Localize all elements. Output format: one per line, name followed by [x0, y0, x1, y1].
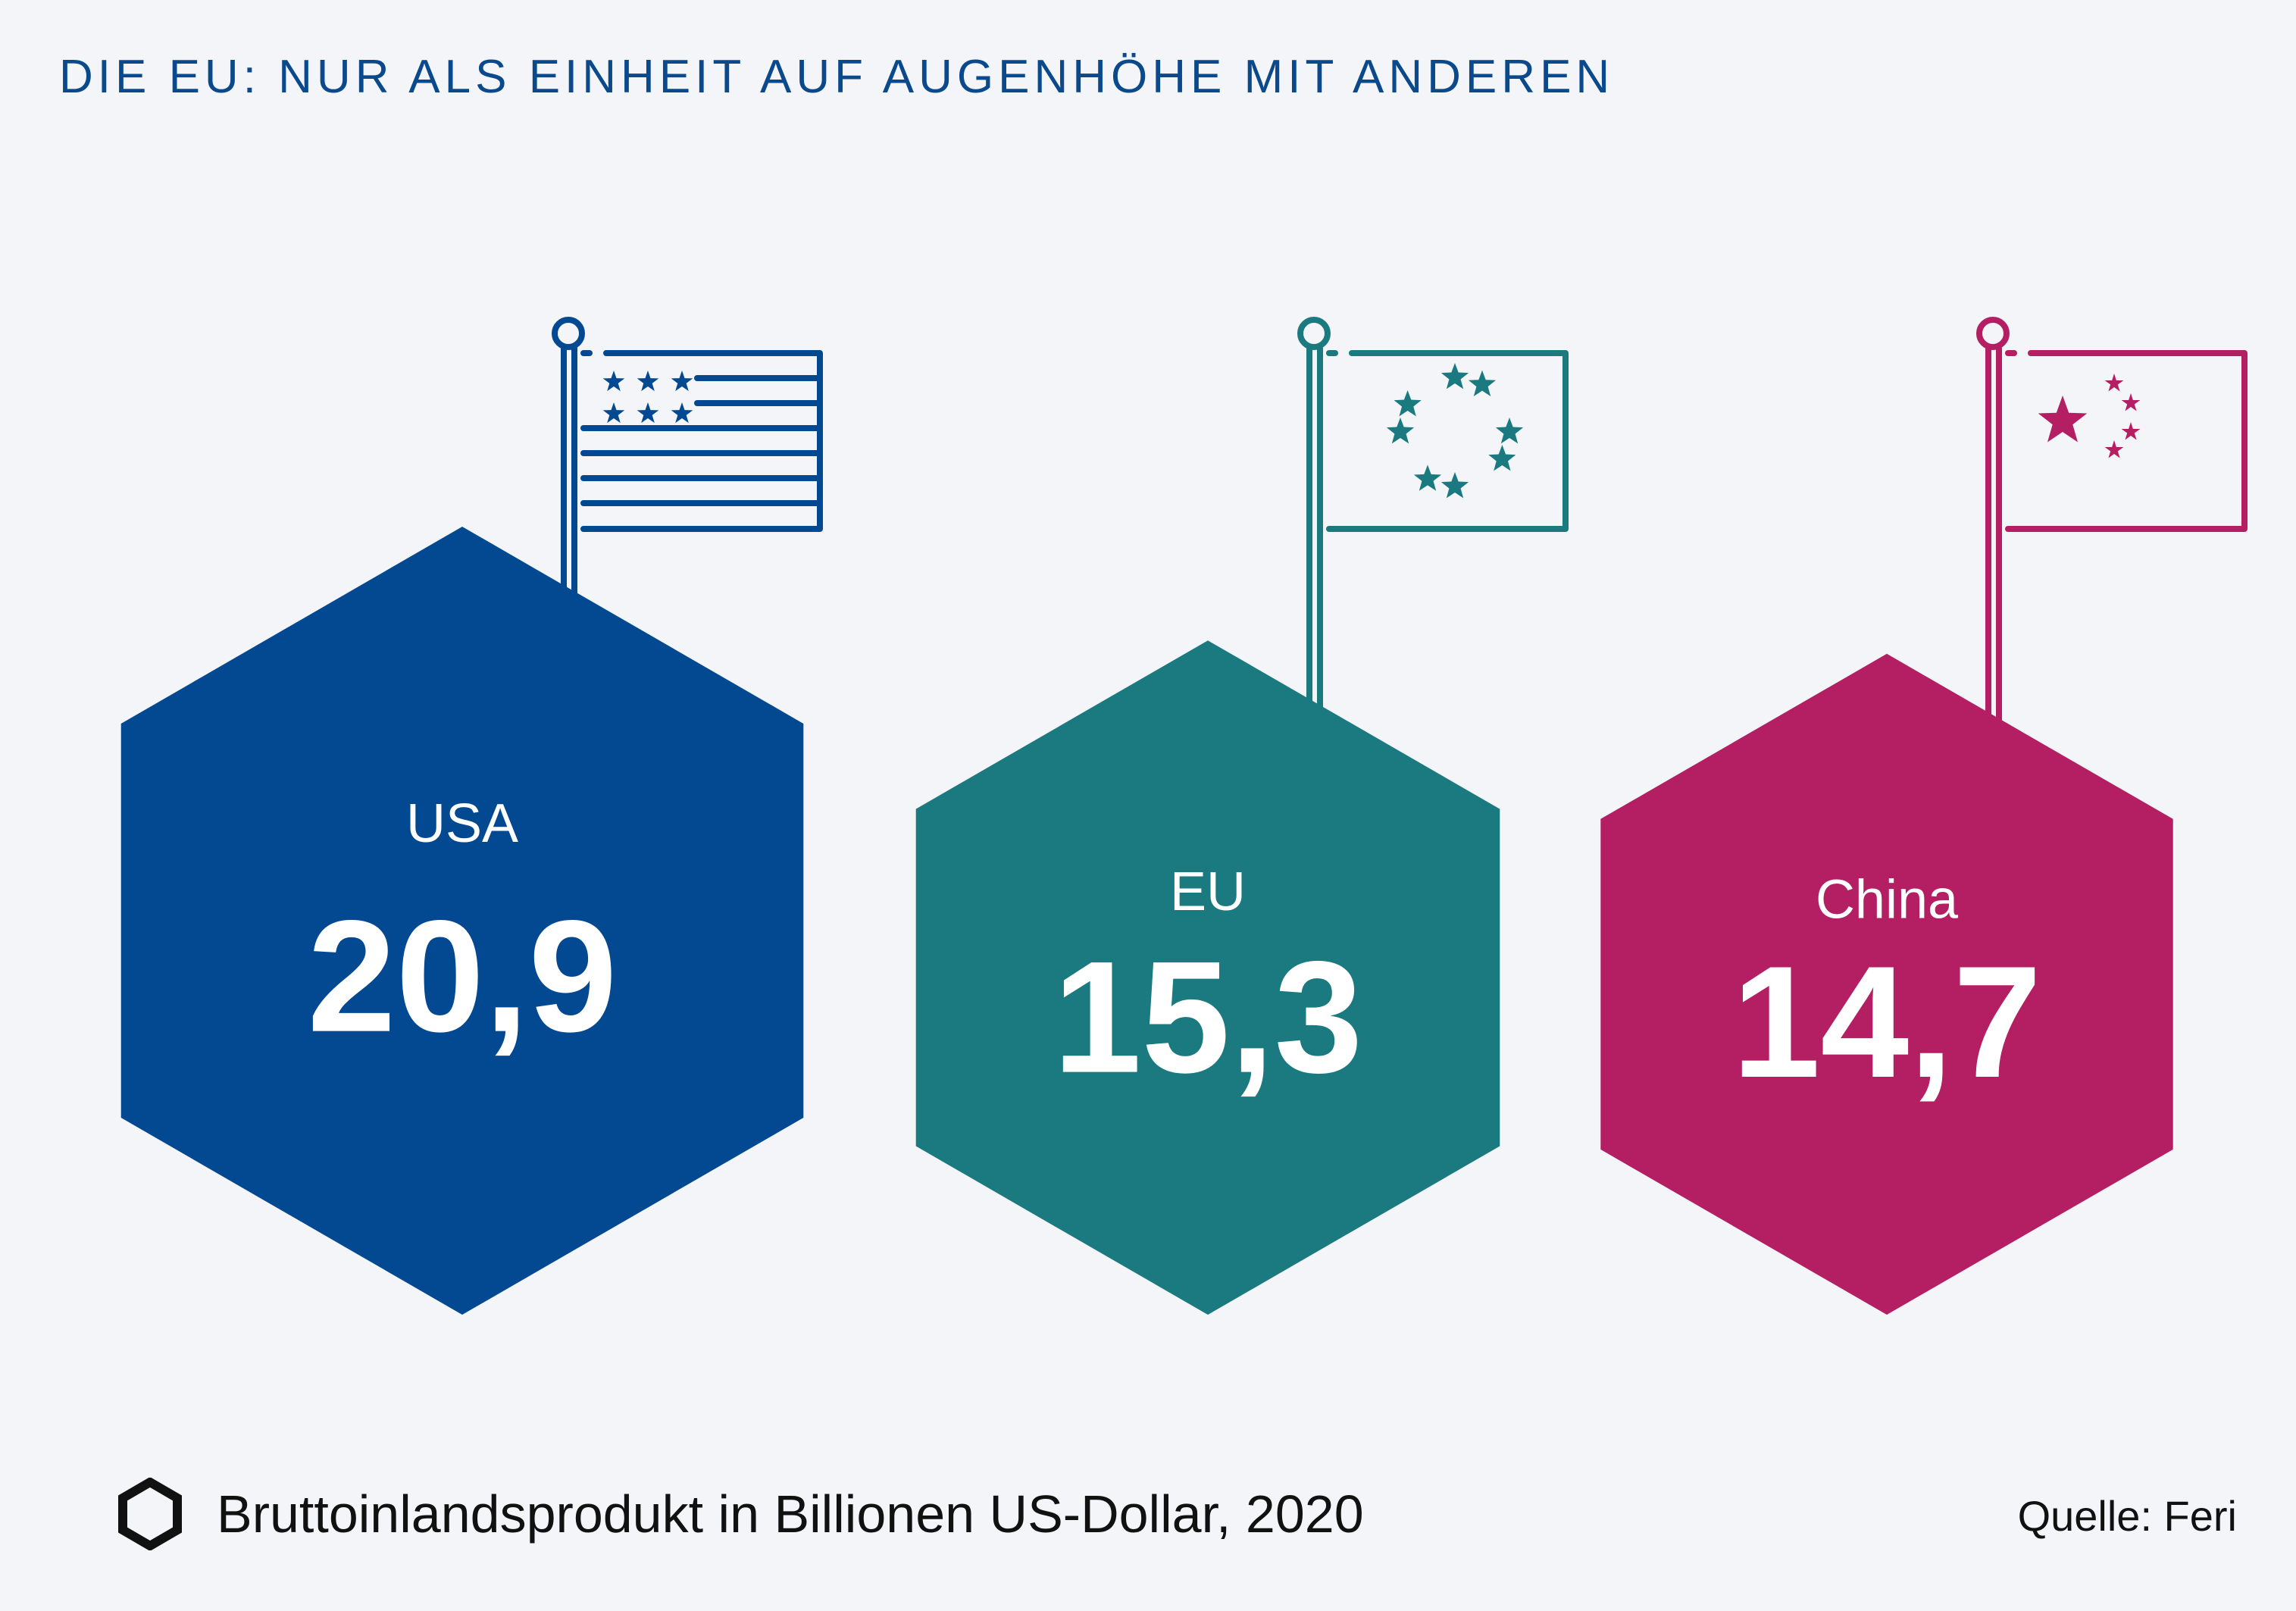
- eu-flag-icon: [1297, 317, 1569, 721]
- hexagon-eu: [915, 640, 1500, 1315]
- category-label: China: [1816, 870, 1959, 931]
- star-icon: [2121, 422, 2141, 440]
- star-icon: [602, 371, 625, 392]
- star-icon: [671, 402, 693, 424]
- star-icon: [1440, 363, 1469, 389]
- category-label: EU: [1170, 862, 1246, 922]
- star-icon: [1488, 445, 1516, 471]
- source-note: Quelle: Feri: [2017, 1492, 2237, 1540]
- hexagon-china: [1600, 653, 2173, 1315]
- star-icon: [1413, 465, 1442, 491]
- value-label: 20,9: [308, 887, 618, 1065]
- us-flag-icon: [552, 317, 823, 606]
- star-icon: [637, 402, 659, 424]
- star-icon: [1394, 390, 1422, 417]
- hexagon-usa: [120, 527, 804, 1315]
- star-icon: [1495, 418, 1524, 444]
- category-label: USA: [406, 793, 518, 854]
- star-icon: [1440, 472, 1469, 499]
- hexagon-legend-icon: [118, 1478, 182, 1550]
- star-icon: [1386, 418, 1415, 444]
- china-flag-icon: [1976, 317, 2248, 734]
- value-label: 15,3: [1053, 928, 1363, 1106]
- hexagon-group-usa: USA 20,9: [120, 317, 823, 1315]
- star-icon: [2038, 396, 2088, 443]
- star-icon: [2104, 374, 2124, 392]
- page-title: DIE EU: NUR ALS EINHEIT AUF AUGENHÖHE MI…: [59, 51, 1615, 103]
- legend: Bruttoinlandsprodukt in Billionen US-Dol…: [114, 1478, 1364, 1550]
- star-icon: [2104, 440, 2124, 458]
- star-icon: [1468, 370, 1497, 396]
- star-icon: [2121, 393, 2141, 411]
- star-icon: [671, 371, 693, 392]
- star-icon: [602, 402, 625, 424]
- star-icon: [637, 371, 659, 392]
- value-label: 14,7: [1732, 933, 2042, 1111]
- legend-text: Bruttoinlandsprodukt in Billionen US-Dol…: [217, 1484, 1364, 1544]
